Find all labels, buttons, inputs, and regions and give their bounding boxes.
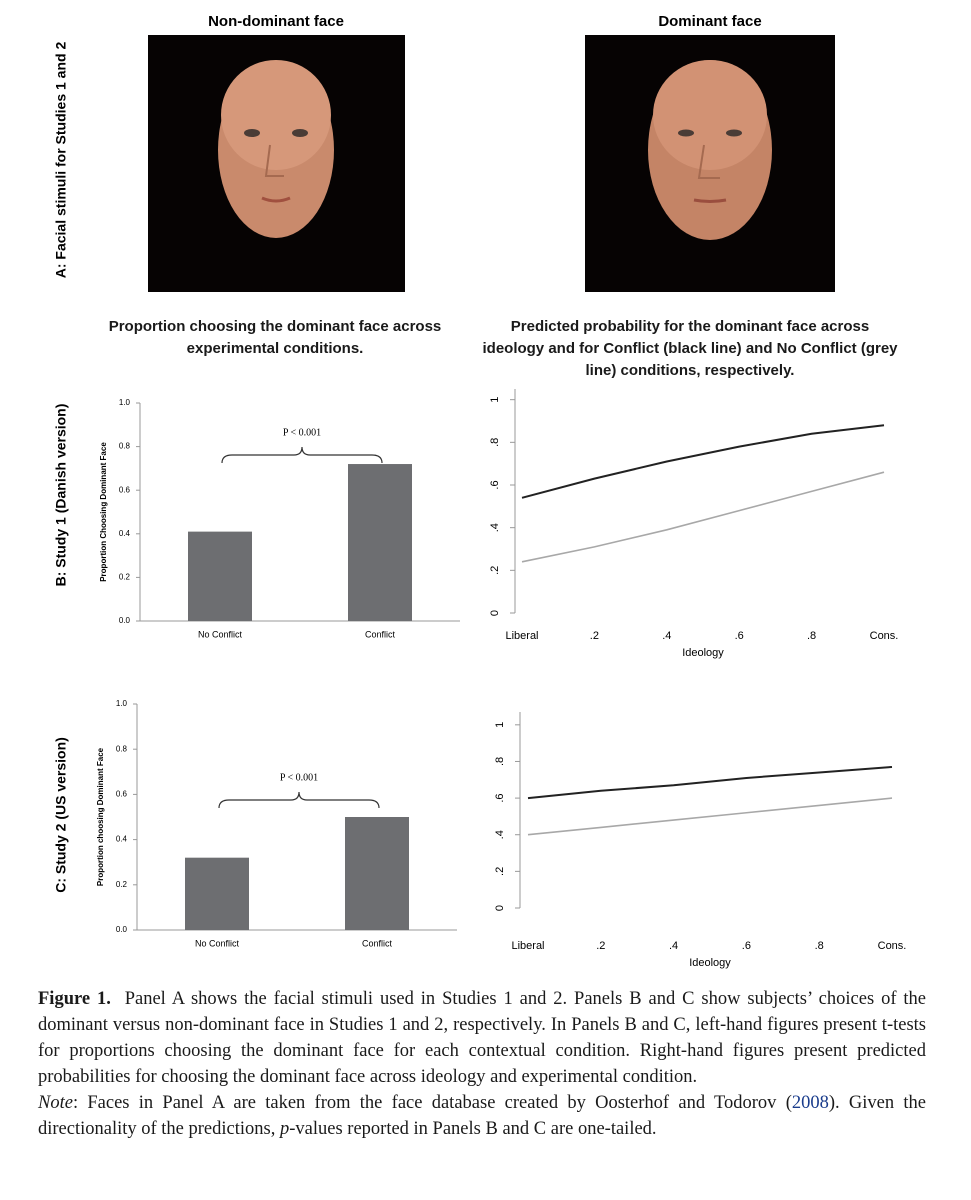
note-part: ). Given the directionality of the predi… <box>38 1093 926 1139</box>
y-tick-label: 0 <box>489 610 501 616</box>
y-tick-label: 0.4 <box>116 835 128 844</box>
y-tick-label: 0.2 <box>119 573 131 582</box>
column-title: Proportion choosing the dominant face ac… <box>108 318 442 357</box>
caption-label: Figure 1. <box>38 989 111 1009</box>
y-tick-label: .4 <box>489 523 501 532</box>
y-axis-label: Proportion choosing Dominant Face <box>96 747 105 886</box>
bar <box>185 857 249 930</box>
y-tick-label: .6 <box>489 480 501 489</box>
x-tick-label: Liberal <box>505 630 538 642</box>
panel-label: C: Study 2 (US version) <box>53 737 69 893</box>
caption-note: Note: Faces in Panel A are taken from th… <box>38 1090 926 1142</box>
panel-label: B: Study 1 (Danish version) <box>53 404 69 587</box>
x-tick-label: No Conflict <box>195 938 240 948</box>
note-part: : Faces in Panel A are taken from the fa… <box>72 1093 792 1113</box>
line-series <box>527 765 893 800</box>
figure: A: Facial stimuli for Studies 1 and 2 B:… <box>53 13 907 969</box>
annotation: P < 0.001 <box>283 427 321 438</box>
caption: Figure 1. Panel A shows the facial stimu… <box>38 986 926 1142</box>
y-tick-label: .4 <box>494 830 506 839</box>
y-tick-label: 0.6 <box>116 790 128 799</box>
x-axis-label: Ideology <box>689 957 731 969</box>
x-tick-label: Cons. <box>878 940 907 952</box>
line-series <box>521 424 885 499</box>
brace <box>221 446 383 464</box>
y-tick-label: 0.8 <box>116 744 128 753</box>
x-tick-label: .8 <box>807 630 816 642</box>
y-tick-label: 1 <box>489 397 501 403</box>
y-tick-label: 1.0 <box>119 398 131 407</box>
caption-body: Panel A shows the facial stimuli used in… <box>38 989 926 1087</box>
y-tick-label: .8 <box>489 438 501 447</box>
x-tick-label: .4 <box>662 630 671 642</box>
y-axis-label: Proportion Choosing Dominant Face <box>99 442 108 582</box>
y-tick-label: .2 <box>494 867 506 876</box>
x-tick-label: .6 <box>735 630 744 642</box>
line-series <box>527 797 893 836</box>
annotation: P < 0.001 <box>280 772 318 783</box>
x-tick-label: Conflict <box>362 938 393 948</box>
panel-label: A: Facial stimuli for Studies 1 and 2 <box>53 42 69 279</box>
x-tick-label: .6 <box>742 940 751 952</box>
y-tick-label: 1.0 <box>116 699 128 708</box>
x-tick-label: No Conflict <box>198 629 243 639</box>
x-tick-label: Liberal <box>511 940 544 952</box>
note-part: p <box>279 1119 290 1139</box>
y-tick-label: 0.2 <box>116 880 128 889</box>
y-tick-label: 0.6 <box>119 485 131 494</box>
bar <box>188 531 252 621</box>
x-tick-label: .2 <box>596 940 605 952</box>
y-tick-label: .6 <box>494 793 506 802</box>
y-tick-label: .2 <box>489 566 501 575</box>
face-image <box>148 35 405 292</box>
y-tick-label: 0.0 <box>116 925 128 934</box>
face-title: Non-dominant face <box>208 13 344 30</box>
x-tick-label: .2 <box>590 630 599 642</box>
y-tick-label: 0.8 <box>119 442 131 451</box>
x-tick-label: Cons. <box>870 630 899 642</box>
bar <box>348 464 412 621</box>
line-series <box>521 471 885 563</box>
y-tick-label: 0 <box>494 905 506 911</box>
note-part: -values reported in Panels B and C are o… <box>289 1119 657 1139</box>
y-tick-label: 0.0 <box>119 616 131 625</box>
x-tick-label: .8 <box>815 940 824 952</box>
x-tick-label: .4 <box>669 940 678 952</box>
y-tick-label: 0.4 <box>119 529 131 538</box>
y-tick-label: 1 <box>494 722 506 728</box>
x-tick-label: Conflict <box>365 629 396 639</box>
caption-text: Figure 1. Panel A shows the facial stimu… <box>38 986 926 1090</box>
citation-link[interactable]: 2008 <box>791 1093 829 1113</box>
face-image <box>585 35 835 292</box>
brace <box>218 791 380 809</box>
note-part: Note <box>38 1093 73 1113</box>
y-tick-label: .8 <box>494 757 506 766</box>
face-title: Dominant face <box>658 13 761 30</box>
x-axis-label: Ideology <box>682 647 724 659</box>
column-title: Predicted probability for the dominant f… <box>482 318 898 379</box>
bar <box>345 817 409 930</box>
